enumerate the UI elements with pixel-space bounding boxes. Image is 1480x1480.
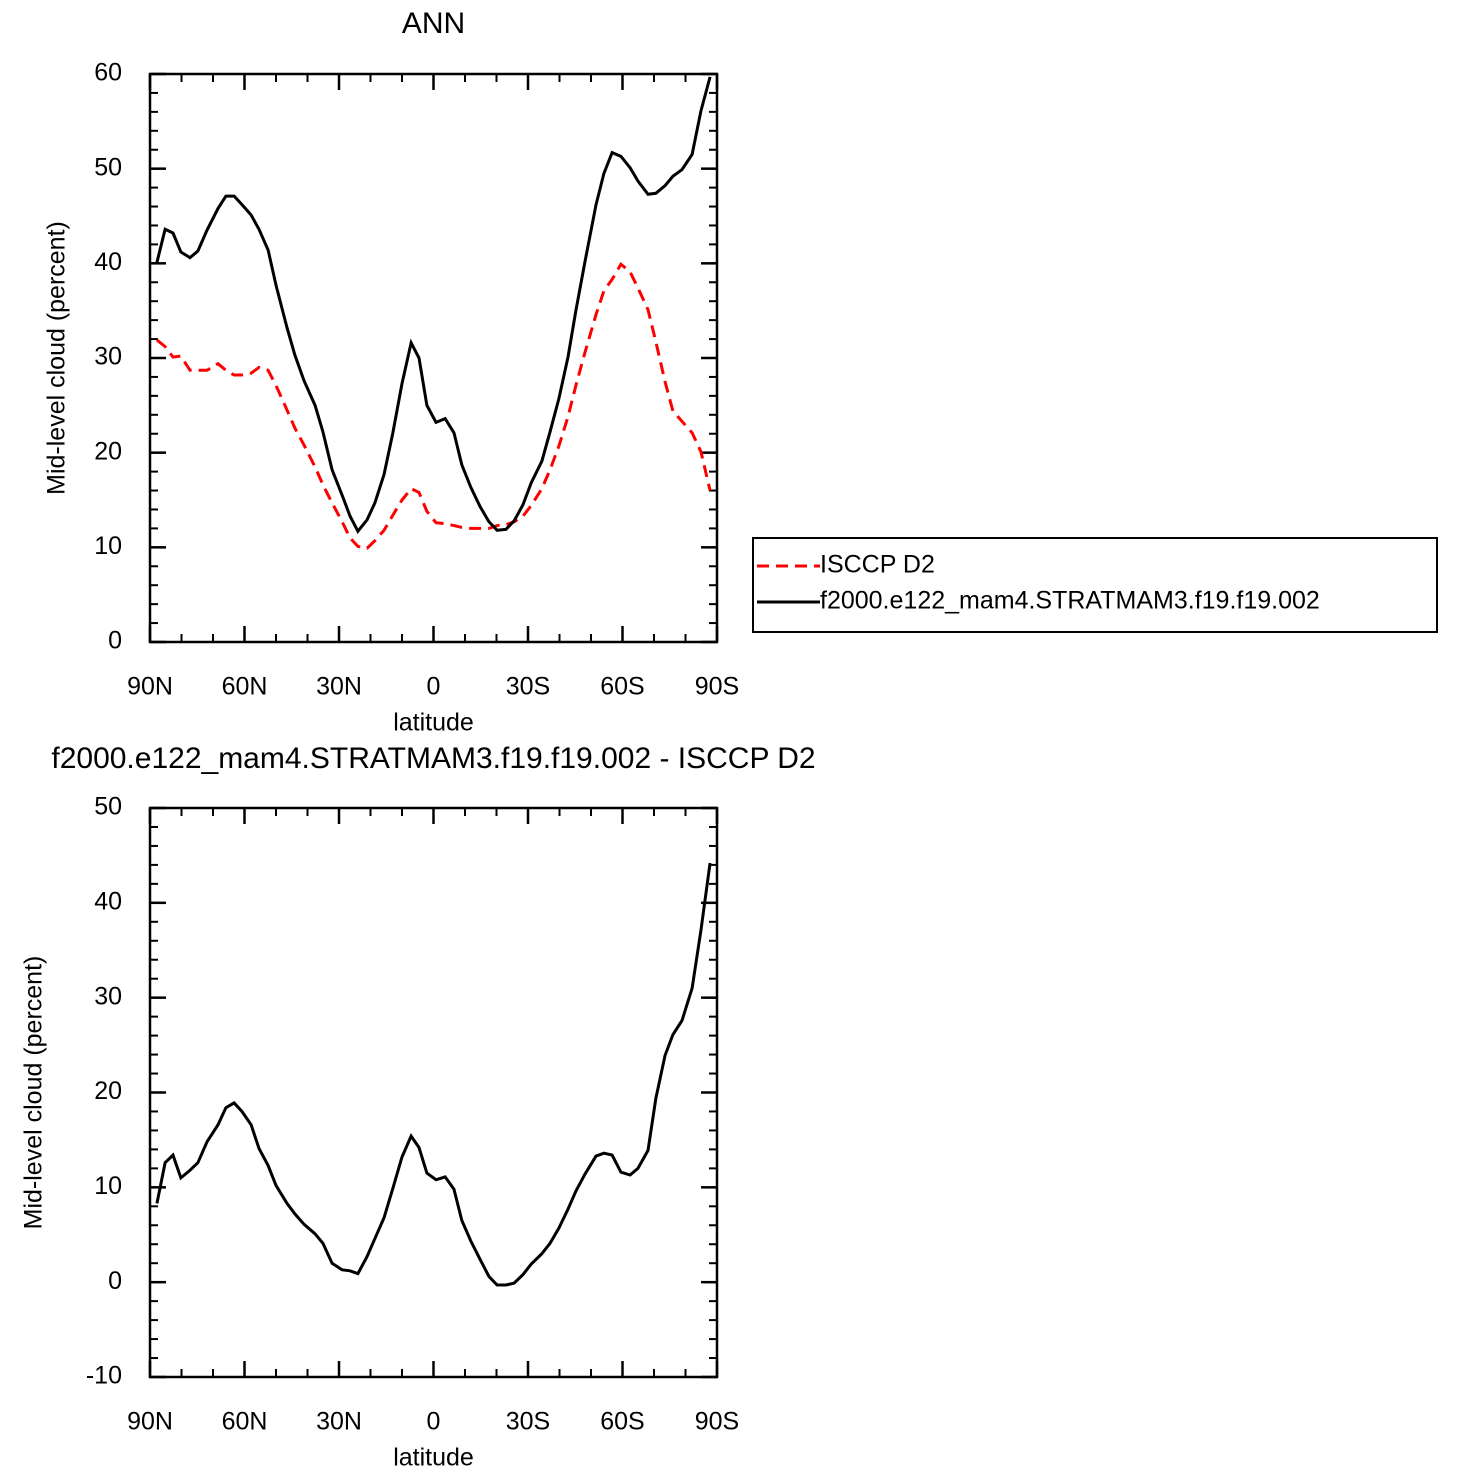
x-tick-label: 90N [127, 673, 173, 701]
x-tick-label: 90S [695, 1408, 739, 1436]
y-tick-label: 10 [94, 532, 122, 560]
y-tick-label: 40 [94, 248, 122, 276]
y-tick-label: 0 [108, 1267, 122, 1295]
y-tick-label: 20 [94, 1077, 122, 1105]
x-tick-label: 60N [222, 1408, 268, 1436]
y-tick-label: 20 [94, 437, 122, 465]
x-tick-label: 60N [222, 673, 268, 701]
y-axis-label: Mid-level cloud (percent) [20, 956, 48, 1230]
legend-label: f2000.e122_mam4.STRATMAM3.f19.f19.002 [820, 587, 1320, 615]
y-axis-label: Mid-level cloud (percent) [43, 221, 71, 495]
y-tick-label: 60 [94, 59, 122, 87]
y-tick-label: 0 [108, 627, 122, 655]
y-tick-label: 50 [94, 153, 122, 181]
x-tick-label: 60S [600, 673, 644, 701]
y-tick-label: 10 [94, 1172, 122, 1200]
x-tick-label: 0 [427, 1408, 441, 1436]
y-tick-label: 30 [94, 343, 122, 371]
chart-title: f2000.e122_mam4.STRATMAM3.f19.f19.002 - … [51, 742, 815, 775]
y-tick-label: -10 [86, 1362, 122, 1390]
x-axis-label: latitude [393, 1444, 474, 1472]
x-axis-label: latitude [393, 709, 474, 737]
legend-label: ISCCP D2 [820, 551, 935, 579]
y-tick-label: 50 [94, 793, 122, 821]
x-tick-label: 30N [316, 673, 362, 701]
x-tick-label: 30S [506, 673, 550, 701]
legend-box [752, 537, 1438, 633]
y-tick-label: 40 [94, 887, 122, 915]
data-line [155, 862, 712, 1287]
y-tick-label: 30 [94, 982, 122, 1010]
plot-frame [148, 806, 719, 1379]
x-tick-label: 90N [127, 1408, 173, 1436]
plot-frame [148, 72, 719, 644]
x-tick-label: 0 [427, 673, 441, 701]
x-tick-label: 90S [695, 673, 739, 701]
data-line [155, 76, 712, 534]
data-line [155, 261, 712, 550]
x-tick-label: 30S [506, 1408, 550, 1436]
x-tick-label: 60S [600, 1408, 644, 1436]
chart-title: ANN [402, 7, 465, 40]
x-tick-label: 30N [316, 1408, 362, 1436]
